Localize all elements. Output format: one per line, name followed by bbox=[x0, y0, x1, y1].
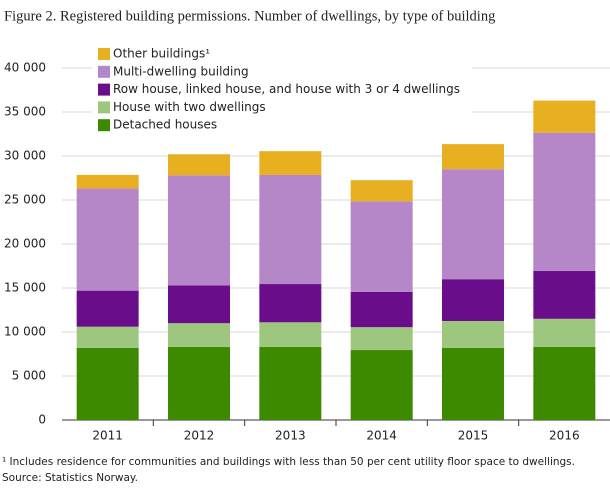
bar-segment bbox=[442, 169, 504, 280]
y-tick-label: 30 000 bbox=[4, 149, 46, 163]
legend-swatch bbox=[98, 119, 110, 132]
bar-segment bbox=[533, 346, 596, 420]
legend-swatch bbox=[98, 101, 110, 114]
bar-segment bbox=[259, 151, 322, 175]
bar-segment bbox=[533, 132, 596, 271]
bar-segment bbox=[350, 291, 413, 328]
y-tick-label: 15 000 bbox=[4, 281, 46, 295]
y-tick-label: 40 000 bbox=[4, 61, 46, 75]
y-tick-label: 5 000 bbox=[12, 369, 46, 383]
bar-segment bbox=[350, 350, 413, 420]
bar-segment bbox=[76, 290, 139, 327]
y-tick-label: 35 000 bbox=[4, 105, 46, 119]
legend-label: Detached houses bbox=[113, 118, 217, 132]
bar-segment bbox=[350, 201, 413, 292]
legend-swatch bbox=[98, 48, 110, 60]
x-tick-label: 2014 bbox=[366, 429, 397, 443]
bar-segment bbox=[533, 270, 596, 319]
x-tick-label: 2016 bbox=[549, 429, 580, 443]
bar-segment bbox=[442, 321, 504, 348]
bar-segment bbox=[168, 154, 230, 176]
bar-segment bbox=[350, 180, 413, 202]
bar-segment bbox=[442, 144, 504, 170]
bar-segment bbox=[442, 279, 504, 321]
bar-segment bbox=[168, 175, 230, 286]
x-tick-label: 2015 bbox=[458, 429, 489, 443]
bar-segment bbox=[76, 347, 139, 420]
bar-segment bbox=[533, 100, 596, 133]
y-tick-label: 20 000 bbox=[4, 237, 46, 251]
legend-label: Other buildings¹ bbox=[113, 47, 210, 61]
bar-segment bbox=[442, 347, 504, 420]
x-tick-label: 2013 bbox=[275, 429, 306, 443]
legend-label: Row house, linked house, and house with … bbox=[113, 82, 460, 96]
chart-title: Figure 2. Registered building permission… bbox=[4, 8, 495, 24]
bar-segment bbox=[259, 284, 322, 323]
bar-segment bbox=[259, 174, 322, 285]
y-tick-label: 10 000 bbox=[4, 325, 46, 339]
footnote: ¹ Includes residence for communities and… bbox=[2, 456, 575, 468]
legend-label: Multi-dwelling building bbox=[113, 64, 249, 78]
bar-segment bbox=[533, 318, 596, 347]
bar-segment bbox=[168, 323, 230, 347]
y-tick-label: 25 000 bbox=[4, 193, 46, 207]
bar-segment bbox=[76, 326, 139, 348]
bar-segment bbox=[259, 322, 322, 347]
bar-segment bbox=[76, 188, 139, 291]
source: Source: Statistics Norway. bbox=[2, 472, 138, 484]
bar-segment bbox=[76, 174, 139, 189]
bar-segment bbox=[350, 327, 413, 351]
x-tick-label: 2011 bbox=[92, 429, 123, 443]
legend-swatch bbox=[98, 65, 110, 78]
x-tick-label: 2012 bbox=[184, 429, 215, 443]
legend-box bbox=[92, 45, 472, 135]
y-tick-label: 0 bbox=[38, 413, 46, 427]
legend-swatch bbox=[98, 83, 110, 96]
bar-segment bbox=[168, 285, 230, 324]
bar-segment bbox=[259, 346, 322, 420]
bar-segment bbox=[168, 346, 230, 420]
legend-label: House with two dwellings bbox=[113, 100, 266, 114]
